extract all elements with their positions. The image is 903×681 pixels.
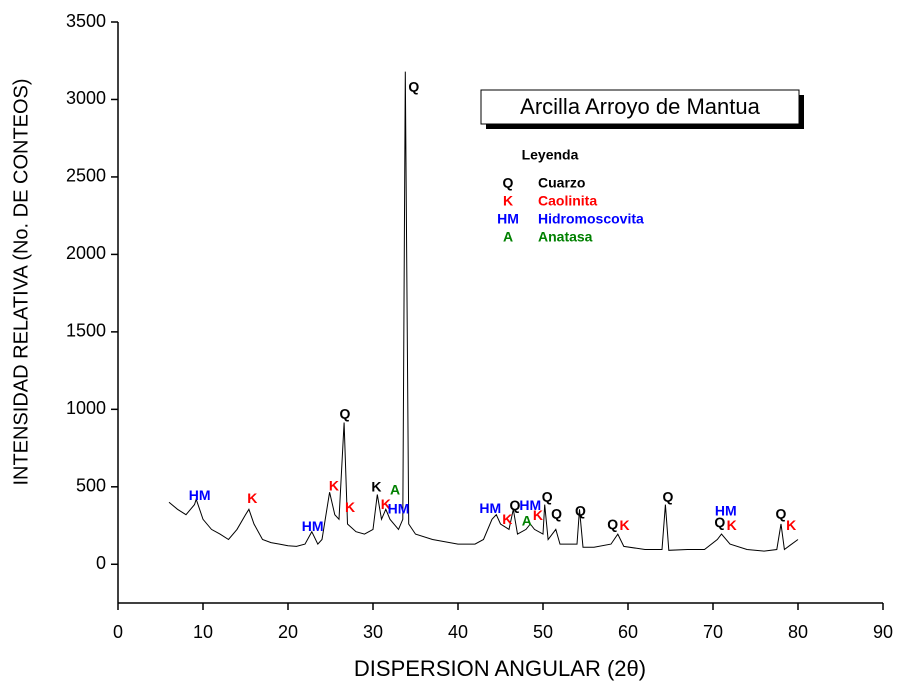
x-tick-label: 30: [363, 622, 383, 642]
legend-symbol: Q: [503, 175, 514, 191]
peak-label: K: [727, 517, 737, 533]
y-tick-label: 1000: [66, 398, 106, 418]
peak-label: A: [522, 512, 532, 528]
legend-name: Cuarzo: [538, 175, 585, 191]
legend-symbol: A: [503, 229, 513, 245]
peak-label: Q: [607, 516, 618, 532]
peak-label: HM: [189, 487, 211, 503]
y-tick-label: 3000: [66, 88, 106, 108]
legend-symbol: K: [503, 193, 513, 209]
peak-label: Q: [575, 502, 586, 518]
y-axis-title: INTENSIDAD RELATIVA (No. DE CONTEOS): [10, 78, 32, 485]
legend-title: Leyenda: [522, 147, 579, 163]
chart-title: Arcilla Arroyo de Mantua: [520, 94, 760, 119]
y-tick-label: 2000: [66, 243, 106, 263]
x-tick-label: 50: [533, 622, 553, 642]
x-tick-label: 40: [448, 622, 468, 642]
peak-label: HM: [479, 500, 501, 516]
data-line: [168, 71, 799, 552]
peak-label: Q: [714, 514, 725, 530]
peak-label: K: [247, 490, 257, 506]
peak-label: A: [390, 481, 400, 497]
y-tick-label: 3500: [66, 11, 106, 31]
legend-name: Caolinita: [538, 193, 597, 209]
y-tick-label: 0: [96, 553, 106, 573]
peak-label: K: [329, 478, 339, 494]
peak-label: Q: [340, 405, 351, 421]
y-tick-label: 1500: [66, 321, 106, 341]
x-tick-label: 90: [873, 622, 893, 642]
peak-label: HM: [388, 501, 410, 517]
legend-name: Anatasa: [538, 229, 593, 245]
x-tick-label: 20: [278, 622, 298, 642]
peak-label: HM: [302, 518, 324, 534]
legend-symbol: HM: [497, 211, 519, 227]
peak-label: K: [371, 478, 381, 494]
y-tick-label: 2500: [66, 166, 106, 186]
title-box: [480, 89, 800, 125]
x-tick-label: 10: [193, 622, 213, 642]
peak-label: Q: [542, 488, 553, 504]
peak-label: K: [533, 507, 543, 523]
legend-name: Hidromoscovita: [538, 211, 644, 227]
peak-label: Q: [663, 488, 674, 504]
peak-label: HM: [519, 497, 541, 513]
x-tick-label: 0: [113, 622, 123, 642]
x-tick-label: 60: [618, 622, 638, 642]
peak-label: Q: [776, 505, 787, 521]
peak-label: Q: [408, 79, 419, 95]
peak-label: HM: [715, 502, 737, 518]
x-axis-title: DISPERSION ANGULAR (2θ): [354, 656, 646, 681]
x-tick-label: 80: [788, 622, 808, 642]
peak-label: Q: [551, 505, 562, 521]
x-tick-label: 70: [703, 622, 723, 642]
peak-label: K: [502, 511, 512, 527]
peak-label: K: [345, 499, 355, 515]
peak-label: K: [381, 496, 391, 512]
peak-label: K: [786, 517, 796, 533]
peak-label: Q: [510, 497, 521, 513]
peak-label: K: [620, 517, 630, 533]
y-tick-label: 500: [76, 476, 106, 496]
